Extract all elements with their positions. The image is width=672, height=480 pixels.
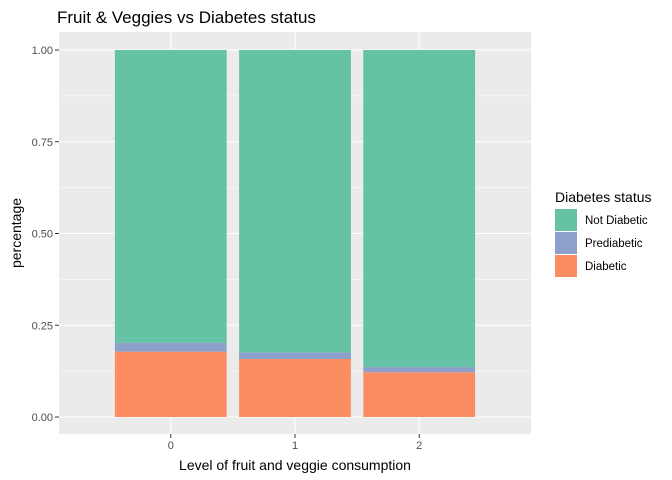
bar-segment-diabetic	[239, 359, 351, 417]
y-tick-label: 0.75	[32, 137, 53, 149]
legend-title: Diabetes status	[555, 189, 652, 205]
x-axis-title: Level of fruit and veggie consumption	[179, 457, 411, 473]
y-tick-label: 0.50	[32, 229, 53, 241]
y-tick-label: 1.00	[32, 45, 53, 57]
y-tick-label: 0.00	[32, 412, 53, 424]
bar-segment-not-diabetic	[114, 50, 227, 343]
bar-segment-prediabetic	[363, 367, 476, 373]
bar-segment-prediabetic	[114, 342, 227, 352]
bar-segment-not-diabetic	[239, 50, 351, 353]
y-tick-label: 0.25	[32, 320, 53, 332]
bar-segment-not-diabetic	[363, 50, 476, 368]
bars	[114, 50, 476, 417]
y-axis-title: percentage	[8, 198, 24, 268]
legend-label: Prediabetic	[585, 238, 643, 250]
y-axis: 0.00 0.25 0.50 0.75 1.00	[32, 45, 59, 424]
legend-key	[555, 209, 577, 231]
x-tick-label: 2	[416, 440, 422, 452]
bar-segment-diabetic	[363, 372, 476, 417]
bar-segment-diabetic	[114, 351, 227, 417]
x-axis: 0 1 2	[168, 434, 422, 452]
chart-title: Fruit & Veggies vs Diabetes status	[57, 8, 316, 27]
x-tick-label: 0	[168, 440, 174, 452]
legend: Diabetes status Not Diabetic Prediabetic D…	[555, 189, 652, 277]
legend-label: Not Diabetic	[585, 215, 648, 227]
legend-key	[555, 255, 577, 277]
legend-label: Diabetic	[585, 261, 627, 273]
legend-key	[555, 232, 577, 254]
x-tick-label: 1	[292, 440, 298, 452]
bar-segment-prediabetic	[239, 352, 351, 360]
